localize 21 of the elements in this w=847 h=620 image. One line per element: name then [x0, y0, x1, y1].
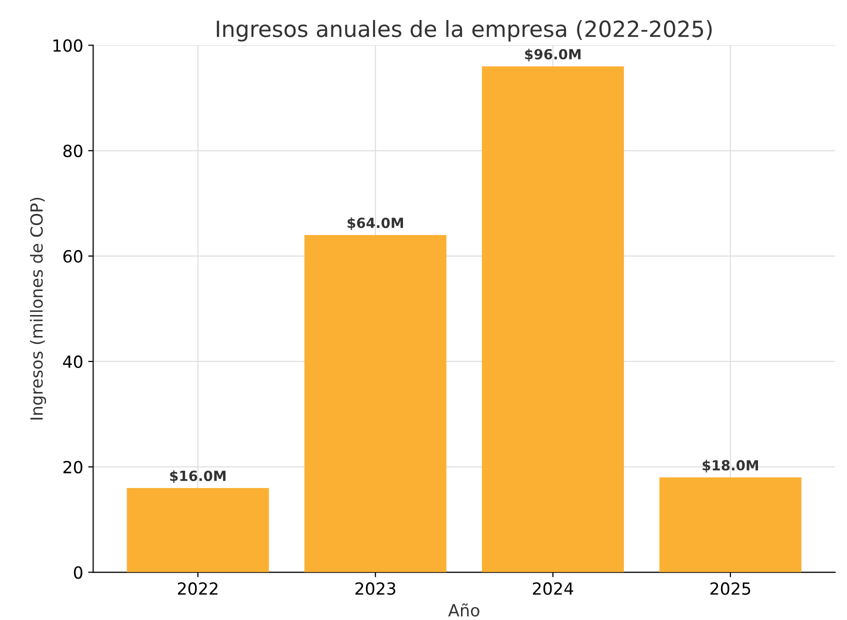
- y-tick-label: 20: [63, 460, 82, 474]
- y-axis-title: Ingresos (millones de COP): [30, 198, 46, 420]
- y-tick-label: 40: [63, 355, 82, 368]
- data-label: $64.0M: [348, 217, 403, 230]
- y-tick-label: 80: [63, 144, 82, 158]
- x-tick-label: 2022: [178, 582, 218, 595]
- x-tick-label: 2025: [710, 582, 750, 595]
- data-label: $18.0M: [702, 460, 758, 472]
- data-label: $96.0M: [525, 48, 581, 62]
- bar: [304, 234, 446, 572]
- x-tick-label: 2023: [355, 582, 396, 595]
- bar: [659, 477, 802, 572]
- data-label: $16.0M: [170, 470, 226, 483]
- x-axis-title: Año: [448, 603, 480, 617]
- y-tick-label: 0: [74, 566, 82, 579]
- bar: [482, 66, 624, 572]
- y-tick-label: 60: [63, 250, 82, 263]
- chart-title: Ingresos anuales de la empresa (2022-2025): [216, 20, 712, 42]
- y-tick-label: 100: [53, 39, 82, 52]
- bar: [126, 488, 269, 572]
- x-tick-label: 2024: [532, 582, 574, 595]
